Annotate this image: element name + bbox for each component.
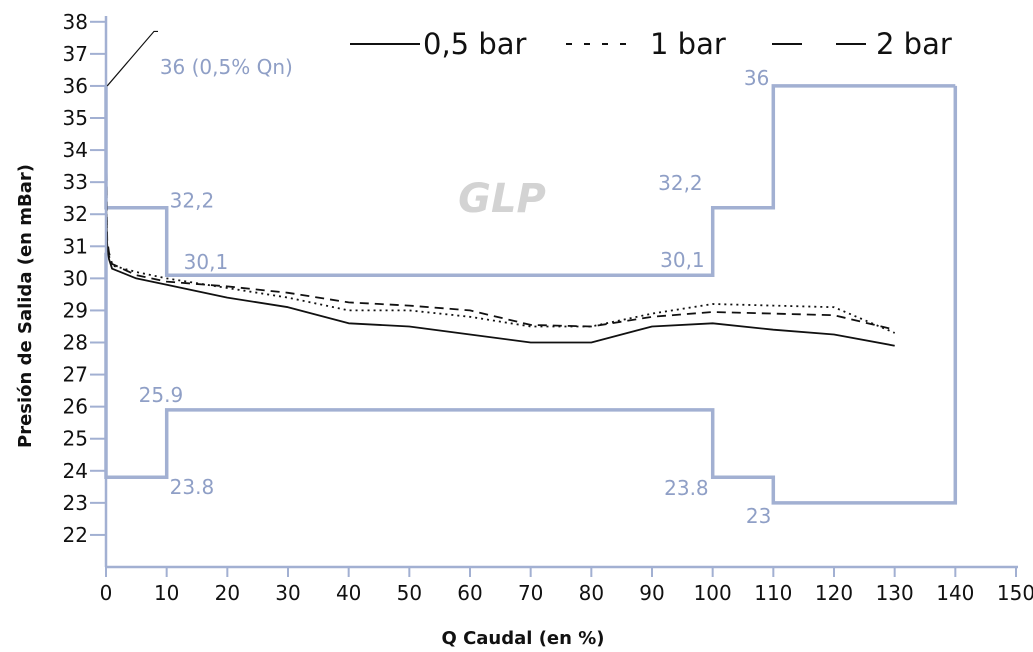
x-tick-label: 140: [936, 581, 974, 605]
annotation-leader-line: [106, 30, 158, 87]
y-tick-label: 25: [63, 427, 88, 451]
x-tick-label: 110: [754, 581, 792, 605]
legend: 0,5 bar 1 bar 2 bar: [350, 27, 952, 61]
legend-label-1: 0,5 bar: [423, 27, 527, 61]
annotation-label: 25.9: [139, 383, 184, 407]
x-tick-label: 80: [579, 581, 604, 605]
annotation-label: 23.8: [170, 475, 215, 499]
y-tick-label: 23: [63, 491, 88, 515]
y-tick-label: 28: [63, 331, 88, 355]
x-tick-label: 40: [336, 581, 361, 605]
envelope-upper-line: [104, 84, 956, 277]
annotation-label: 23.8: [664, 476, 709, 500]
y-tick-label: 33: [63, 170, 88, 194]
x-tick-label: 90: [639, 581, 664, 605]
y-tick-label: 22: [63, 523, 88, 547]
y-tick-label: 36: [63, 74, 88, 98]
x-tick-label: 150: [997, 581, 1033, 605]
x-tick-label: 10: [154, 581, 179, 605]
x-tick-label: 30: [275, 581, 300, 605]
legend-label-3: 2 bar: [876, 27, 952, 61]
annotation-label: 32,2: [658, 171, 703, 195]
series-layer: [105, 111, 896, 347]
x-tick-label: 60: [457, 581, 482, 605]
series-line-3: [105, 111, 895, 331]
annotation-label: 36: [744, 66, 769, 90]
x-tick-label: 100: [694, 581, 732, 605]
x-tick-label: 0: [100, 581, 113, 605]
envelope-lower-line: [104, 85, 958, 505]
x-tick-label: 120: [815, 581, 853, 605]
y-tick-label: 38: [63, 10, 88, 34]
annotation-label: 32,2: [170, 188, 215, 212]
chart-watermark: GLP: [458, 176, 546, 222]
y-tick-label: 32: [63, 202, 88, 226]
y-tick-label: 34: [63, 138, 88, 162]
x-axis-title: Q Caudal (en %): [442, 628, 605, 649]
tolerance-envelope: [104, 84, 958, 505]
x-tick-label: 20: [215, 581, 240, 605]
x-tick-label: 70: [518, 581, 543, 605]
y-tick-label: 31: [63, 234, 88, 258]
annotation-label: 36 (0,5% Qn): [160, 55, 293, 79]
annotations: 36 (0,5% Qn) 32,2 30,1 25.9 23.8 32,2 30,1 23.8…: [106, 30, 771, 528]
y-tick-label: 24: [63, 459, 88, 483]
x-tick-label: 130: [876, 581, 914, 605]
series-line-1: [105, 124, 895, 347]
annotation-label: 30,1: [660, 248, 705, 272]
y-tick-label: 30: [63, 266, 88, 290]
series-line-2: [105, 118, 896, 334]
y-tick-label: 37: [63, 42, 88, 66]
legend-label-2: 1 bar: [650, 27, 726, 61]
axes: 0 10 20 30 40 50 60 70 80 90 100 110 120 130 140 150 22 2…: [63, 10, 1033, 605]
x-tick-label: 50: [397, 581, 422, 605]
annotation-label: 30,1: [184, 250, 229, 274]
y-tick-label: 35: [63, 106, 88, 130]
y-tick-label: 26: [63, 395, 88, 419]
y-axis-title: Presión de Salida (en mBar): [15, 164, 36, 448]
y-tick-label: 27: [63, 363, 88, 387]
annotation-label: 23: [746, 504, 771, 528]
y-tick-label: 29: [63, 298, 88, 322]
